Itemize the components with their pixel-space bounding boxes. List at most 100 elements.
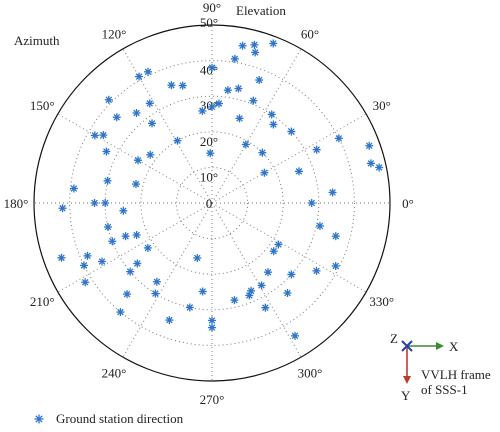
y-axis-arrowhead-icon bbox=[403, 376, 411, 384]
data-point bbox=[331, 232, 340, 241]
data-point bbox=[90, 131, 99, 140]
z-axis-into-page-icon bbox=[401, 340, 413, 352]
data-point bbox=[58, 204, 67, 213]
data-point bbox=[119, 206, 128, 215]
data-point bbox=[198, 287, 207, 296]
data-point bbox=[241, 140, 250, 149]
data-point bbox=[185, 303, 194, 312]
data-point bbox=[315, 221, 324, 230]
grid-ring bbox=[104, 95, 320, 311]
grid-spoke bbox=[211, 113, 367, 204]
data-point bbox=[123, 290, 132, 299]
data-point bbox=[274, 240, 283, 249]
data-point bbox=[291, 331, 300, 340]
x-axis-arrowhead-icon bbox=[436, 342, 444, 350]
elevation-axis-label: Elevation bbox=[236, 3, 286, 18]
data-point bbox=[173, 136, 182, 145]
data-point bbox=[178, 81, 187, 90]
tick-labels: 0° 30° 60° 90° 120° 150° 180° 210° 240° 270° 300° 3… bbox=[4, 0, 414, 407]
grid-ring bbox=[69, 60, 355, 346]
azimuth-tick-label: 60° bbox=[301, 26, 319, 41]
data-point bbox=[121, 232, 130, 241]
data-point bbox=[104, 95, 113, 104]
elevation-tick-label: 20° bbox=[200, 134, 218, 149]
legend-marker-asterisk-icon bbox=[34, 414, 44, 424]
azimuth-tick-label: 150° bbox=[30, 98, 55, 113]
azimuth-tick-label: 300° bbox=[298, 366, 323, 381]
data-point bbox=[230, 296, 239, 305]
data-point bbox=[80, 261, 89, 270]
data-point bbox=[208, 323, 216, 332]
grid-spoke bbox=[57, 113, 213, 204]
frame-caption-line-1: VVLH frame bbox=[421, 367, 491, 382]
elevation-tick-label: 10° bbox=[200, 169, 218, 184]
azimuth-tick-label: 240° bbox=[102, 366, 127, 381]
outer-ring bbox=[33, 24, 391, 382]
data-point bbox=[151, 289, 160, 298]
azimuth-tick-label: 330° bbox=[369, 294, 394, 309]
data-point bbox=[214, 99, 223, 108]
data-point bbox=[257, 281, 266, 290]
data-point bbox=[208, 63, 216, 72]
data-point bbox=[287, 270, 296, 279]
data-point bbox=[255, 76, 264, 85]
data-point bbox=[126, 267, 135, 276]
data-point bbox=[108, 237, 117, 246]
data-point bbox=[328, 188, 337, 197]
data-point bbox=[144, 67, 153, 76]
azimuth-tick-label: 270° bbox=[200, 392, 225, 407]
data-point bbox=[312, 266, 321, 275]
data-point bbox=[334, 134, 343, 143]
grid-ring bbox=[140, 131, 284, 275]
elevation-tick-label: 50° bbox=[200, 15, 218, 30]
data-point bbox=[193, 254, 202, 263]
data-point bbox=[230, 54, 239, 63]
data-point bbox=[69, 184, 78, 193]
azimuth-axis-label: Azimuth bbox=[14, 33, 60, 48]
data-points bbox=[57, 39, 384, 340]
y-axis-label: Y bbox=[401, 388, 411, 403]
data-point bbox=[148, 119, 157, 128]
data-point bbox=[375, 163, 384, 172]
data-point bbox=[269, 247, 278, 256]
data-point bbox=[238, 41, 247, 50]
grid-spoke bbox=[211, 202, 367, 293]
data-point bbox=[165, 316, 174, 325]
data-point bbox=[269, 120, 278, 129]
data-point bbox=[198, 106, 207, 115]
data-point bbox=[206, 149, 215, 158]
data-point bbox=[57, 253, 66, 262]
data-point bbox=[103, 223, 112, 232]
data-point bbox=[208, 316, 216, 325]
data-point bbox=[245, 291, 254, 300]
data-point bbox=[99, 131, 108, 140]
data-point bbox=[145, 99, 154, 108]
azimuth-tick-label: 0° bbox=[402, 196, 414, 211]
data-point bbox=[208, 102, 216, 111]
grid-spoke bbox=[122, 202, 213, 358]
data-point bbox=[135, 72, 144, 81]
data-point bbox=[102, 147, 111, 156]
data-point bbox=[283, 288, 292, 297]
data-point bbox=[269, 39, 278, 48]
data-point bbox=[294, 167, 303, 176]
data-point bbox=[81, 278, 90, 287]
data-point bbox=[90, 199, 99, 207]
frame-caption-line-2: of SSS-1 bbox=[421, 382, 468, 397]
data-point bbox=[260, 168, 269, 177]
data-point bbox=[331, 262, 340, 271]
data-point bbox=[101, 199, 110, 207]
data-point bbox=[133, 259, 142, 268]
data-point bbox=[234, 84, 243, 93]
data-point bbox=[132, 109, 141, 118]
grid-ring bbox=[175, 166, 249, 240]
data-point bbox=[251, 48, 260, 57]
data-point bbox=[267, 110, 276, 119]
data-point bbox=[250, 40, 259, 49]
data-point bbox=[287, 127, 296, 136]
data-point bbox=[365, 141, 374, 150]
grid-spoke bbox=[211, 202, 302, 358]
azimuth-tick-label: 90° bbox=[203, 0, 221, 15]
legend-label: Ground station direction bbox=[56, 411, 184, 426]
